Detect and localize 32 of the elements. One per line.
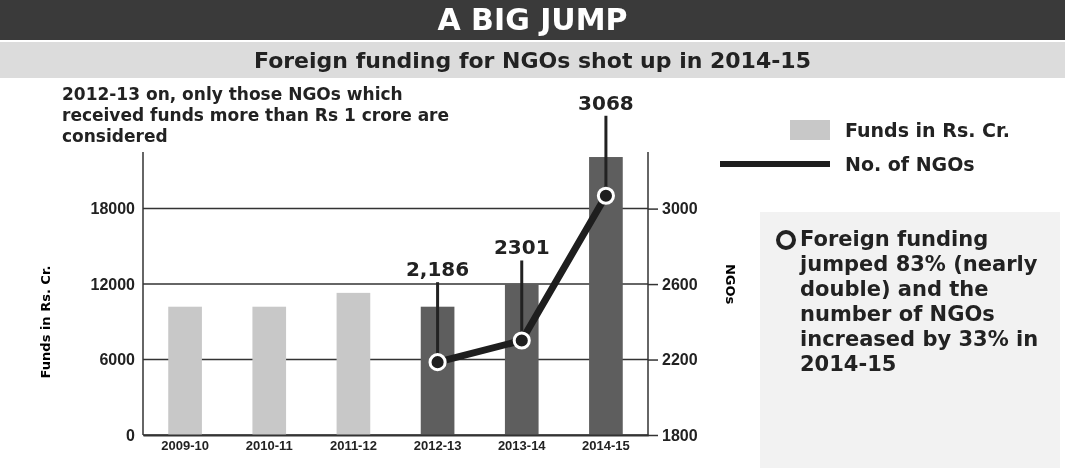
- legend-label: Funds in Rs. Cr.: [845, 119, 1010, 141]
- y2-tick-label: 3000: [662, 200, 698, 218]
- point: [512, 331, 531, 350]
- y-tick-label: 0: [126, 426, 136, 444]
- y2-axis-title: NGOs: [723, 263, 738, 305]
- y-tick-label: 6000: [99, 351, 136, 369]
- y-tick-label: 12000: [90, 275, 136, 293]
- point: [596, 186, 615, 205]
- y2-tick-label: 2600: [662, 275, 698, 293]
- y-tick-label: 18000: [90, 200, 136, 218]
- x-tick-label: 2009-10: [161, 438, 209, 454]
- chart-title: A BIG JUMP: [437, 2, 628, 37]
- x-tick-label: 2012-13: [413, 438, 462, 454]
- x-tick-label: 2014-15: [582, 438, 630, 454]
- chart-subtitle: Foreign funding for NGOs shot up in 2014-15: [254, 48, 811, 73]
- text: Foreign funding jumped 83% (nearly double) and the number of NGOs increased by 33% in 2014-15: [799, 227, 1039, 376]
- bar: [589, 157, 623, 435]
- text: No. of NGOs: [845, 153, 975, 175]
- y2-tick-label: 2200: [662, 351, 698, 369]
- text: 2012-13 on, only those NGOs which received funds more than Rs 1 crore are considered: [62, 84, 450, 146]
- x-tick-label: 2011-12: [329, 438, 377, 454]
- x-tick-label: 2013-14: [497, 438, 547, 454]
- data-label: 3068: [578, 90, 634, 115]
- point: [428, 353, 447, 372]
- data-label: 2,186: [405, 257, 470, 282]
- bar: [252, 306, 287, 435]
- data-label: 2301: [493, 235, 550, 260]
- y-axis-title: Funds in Rs. Cr.: [38, 265, 53, 379]
- bar: [168, 306, 202, 435]
- x-tick-label: 2010-11: [245, 438, 293, 454]
- bar: [336, 292, 371, 435]
- y2-tick-label: 1800: [662, 426, 698, 444]
